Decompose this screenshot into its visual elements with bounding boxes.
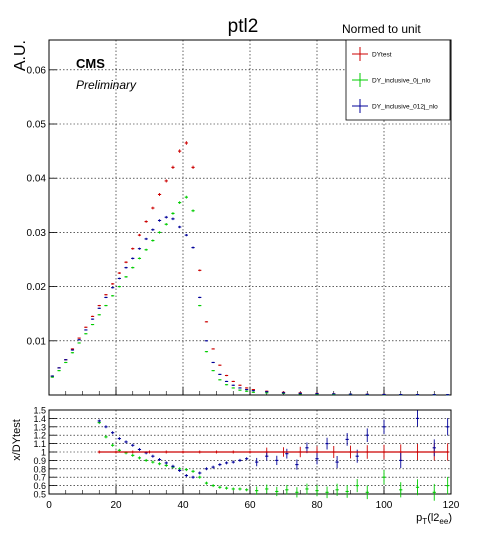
legend-entry-label: DY_inclusive_0j_nlo	[372, 78, 431, 85]
ratio-y-tick-label: 0.7	[33, 473, 46, 483]
main-y-tick-label: 0.04	[27, 174, 47, 185]
ratio-x-tick-label: 60	[244, 500, 256, 511]
ratio-y-tick-label: 1.5	[33, 406, 46, 416]
ratio-y-tick-label: 0.9	[33, 456, 46, 466]
ratio-y-tick-label: 1.4	[33, 414, 46, 424]
x-axis-label-sub-t: T	[422, 517, 427, 526]
ratio-x-tick-label: 120	[443, 500, 460, 511]
ratio-x-tick-label: 80	[311, 500, 323, 511]
ratio-x-axis-label: pT(l2ee)	[416, 512, 452, 526]
x-axis-label-sub-ee: ee	[439, 517, 448, 526]
legend-entries: DYtest DY_inclusive_0j_nlo DY_inclusive_01…	[352, 47, 438, 113]
ratio-y-tick-label: 1.3	[33, 422, 46, 432]
x-axis-label-p: p	[416, 512, 422, 524]
ratio-y-axis-label: x/DYtest	[11, 419, 23, 461]
ratio-y-tick-label: 0.8	[33, 464, 46, 474]
main-y-tick-label: 0.06	[27, 65, 47, 76]
legend-title: Normed to unit	[342, 22, 421, 36]
ratio-x-tick-label: 0	[46, 500, 52, 511]
legend-entry-label: DY_inclusive_012j_nlo	[372, 104, 438, 111]
ratio-y-tick-label: 0.5	[33, 490, 46, 500]
main-plot-area: 0.01 0.02 0.03 0.04 0.05 0.06	[27, 39, 452, 396]
x-axis-label-l2: l2	[431, 512, 440, 524]
main-series-2	[50, 215, 450, 396]
legend: Normed to unit DYtest DY_inclusive_0j_nlo…	[342, 22, 451, 121]
ratio-y-tick-label: 0.6	[33, 481, 46, 491]
ratio-plot-area: 0 20 40 60 80 100 120 0.50.60.70.80.911.11.21.3…	[33, 406, 459, 512]
main-y-tick-label: 0.01	[27, 336, 47, 347]
ratio-x-tick-label: 100	[376, 500, 393, 511]
ratio-series-2	[97, 410, 450, 479]
legend-entry-label: DYtest	[372, 52, 392, 59]
ratio-y-tick-label: 1.2	[33, 431, 46, 441]
main-y-axis-label: A.U.	[12, 40, 29, 71]
preliminary-label: Preliminary	[76, 78, 137, 92]
cms-label: CMS	[76, 56, 105, 71]
ratio-y-tick-label: 1.1	[33, 439, 46, 449]
chart-title: ptl2	[228, 16, 259, 37]
main-y-tick-label: 0.03	[27, 228, 47, 239]
ratio-y-tick-label: 1	[41, 448, 46, 458]
ratio-x-tick-label: 20	[110, 500, 122, 511]
main-y-tick-label: 0.02	[27, 282, 47, 293]
x-axis-label-paren-close: )	[448, 512, 452, 524]
x-axis-label-paren-open: (	[427, 512, 431, 524]
ratio-series-1	[97, 421, 450, 501]
ratio-x-tick-label: 40	[177, 500, 189, 511]
main-y-tick-label: 0.05	[27, 120, 47, 131]
